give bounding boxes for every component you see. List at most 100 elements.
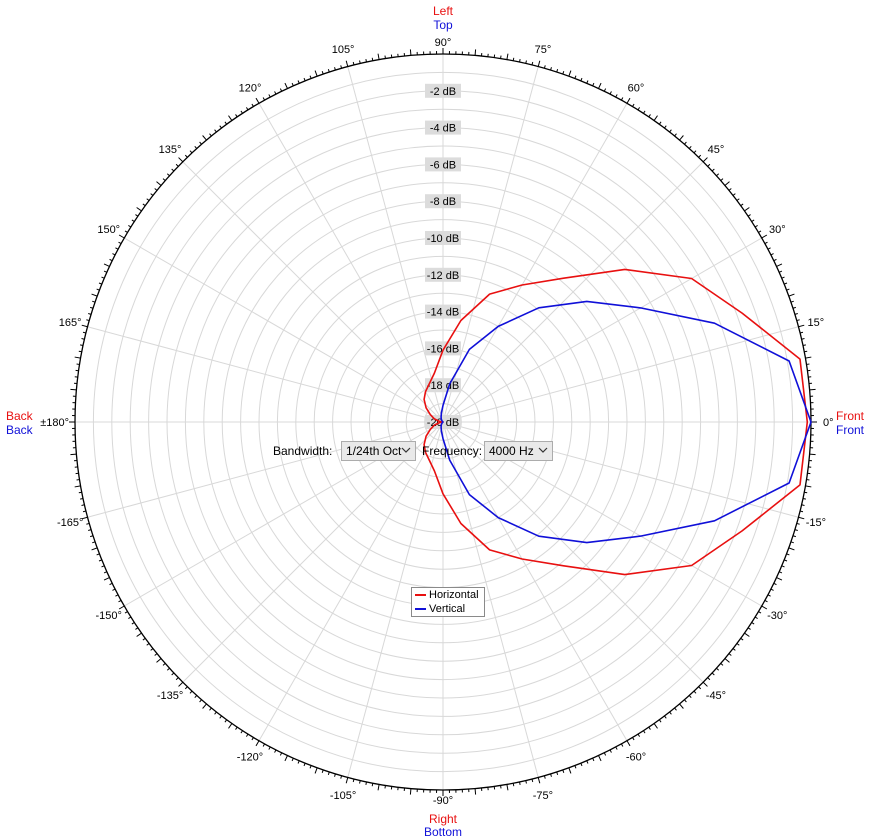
angle-tick <box>790 541 794 544</box>
angle-tick <box>262 97 266 101</box>
edge-label-right: Right <box>429 812 458 826</box>
angle-tick <box>653 723 658 729</box>
angle-tick <box>568 70 572 77</box>
angle-tick <box>128 616 132 620</box>
angle-tick <box>352 778 355 783</box>
angle-tick <box>711 168 715 172</box>
angle-label: -120° <box>237 751 263 763</box>
angle-tick <box>770 253 774 256</box>
angle-tick <box>194 695 198 699</box>
angle-tick <box>512 57 515 61</box>
angle-tick <box>784 282 788 285</box>
angle-tick <box>70 453 77 456</box>
grid-spoke <box>442 421 539 778</box>
angle-tick <box>154 653 158 656</box>
angle-tick <box>580 763 583 767</box>
angle-tick <box>786 553 790 556</box>
angle-tick <box>474 49 477 56</box>
angle-tick <box>81 516 88 520</box>
angle-tick <box>802 344 806 346</box>
legend-swatch-horizontal <box>415 594 426 597</box>
angle-tick <box>626 97 631 104</box>
angle-tick <box>255 740 260 747</box>
angle-tick <box>345 60 349 67</box>
angle-tick <box>684 699 687 703</box>
angle-tick <box>124 611 128 614</box>
chart-legend: Horizontal Vertical <box>411 587 485 617</box>
angle-tick <box>224 719 228 723</box>
angle-tick <box>118 241 122 245</box>
angle-tick <box>674 707 677 711</box>
angle-tick <box>798 516 805 520</box>
angle-tick <box>194 145 198 149</box>
angle-tick <box>778 270 783 273</box>
angle-tick <box>88 313 92 315</box>
angle-tick <box>669 129 672 133</box>
angle-tick <box>255 97 260 104</box>
angle-label: -105° <box>330 790 356 802</box>
angle-tick <box>245 733 249 737</box>
angle-tick <box>648 114 651 118</box>
bandwidth-dropdown[interactable]: 1/24th Oct <box>341 441 416 461</box>
edge-label-left: Left <box>433 4 454 18</box>
angle-tick <box>92 541 96 544</box>
angle-tick <box>728 188 732 191</box>
angle-tick <box>334 67 336 71</box>
angle-label: -30° <box>767 610 787 622</box>
frequency-dropdown[interactable]: 4000 Hz <box>484 441 553 461</box>
angle-tick <box>632 103 635 107</box>
edge-label-bottom: Bottom <box>424 825 462 839</box>
grid-spoke <box>442 326 799 423</box>
angle-tick <box>81 324 88 328</box>
radial-label: -4 dB <box>430 123 456 135</box>
angle-tick <box>798 324 805 328</box>
angle-tick <box>506 784 509 791</box>
angle-tick <box>209 707 212 711</box>
angle-tick <box>550 773 552 777</box>
angle-tick <box>788 293 795 297</box>
angle-tick <box>747 627 751 630</box>
angle-label: -135° <box>157 690 183 702</box>
angle-tick <box>178 157 184 163</box>
bandwidth-label: Bandwidth: <box>273 444 333 458</box>
angle-tick <box>279 752 283 756</box>
angle-tick <box>574 765 577 769</box>
angle-tick <box>740 637 744 641</box>
radial-label: -14 dB <box>427 307 459 319</box>
angle-tick <box>648 726 651 730</box>
angle-tick <box>156 658 162 663</box>
angle-tick <box>781 565 785 568</box>
angle-tick <box>580 77 583 81</box>
frequency-value: 4000 Hz <box>489 444 534 458</box>
angle-tick <box>543 65 546 69</box>
angle-tick <box>136 207 142 212</box>
angle-tick <box>736 198 740 201</box>
angle-tick <box>251 737 254 741</box>
angle-tick <box>303 763 306 767</box>
angle-tick <box>178 681 184 687</box>
angle-tick <box>669 711 672 715</box>
angle-tick <box>146 198 150 201</box>
angle-tick <box>615 94 618 98</box>
angle-tick <box>98 282 102 285</box>
grid-spoke <box>182 161 444 423</box>
angle-tick <box>781 276 785 279</box>
grid-spoke <box>347 421 444 778</box>
angle-tick <box>309 765 312 769</box>
grid-spoke <box>442 161 704 423</box>
angle-tick <box>199 141 202 145</box>
angle-tick <box>340 65 343 69</box>
angle-tick <box>716 667 720 671</box>
angle-tick <box>776 577 783 581</box>
angle-tick <box>698 154 702 158</box>
angle-tick <box>202 703 207 709</box>
angle-tick <box>235 114 238 118</box>
grid-spoke <box>442 237 762 423</box>
angle-tick <box>615 746 618 750</box>
angle-tick <box>664 125 667 129</box>
angle-tick <box>732 193 736 196</box>
angle-tick <box>240 730 243 734</box>
angle-tick <box>643 110 646 114</box>
angle-tick <box>598 755 602 762</box>
radial-label-bg <box>425 341 461 356</box>
